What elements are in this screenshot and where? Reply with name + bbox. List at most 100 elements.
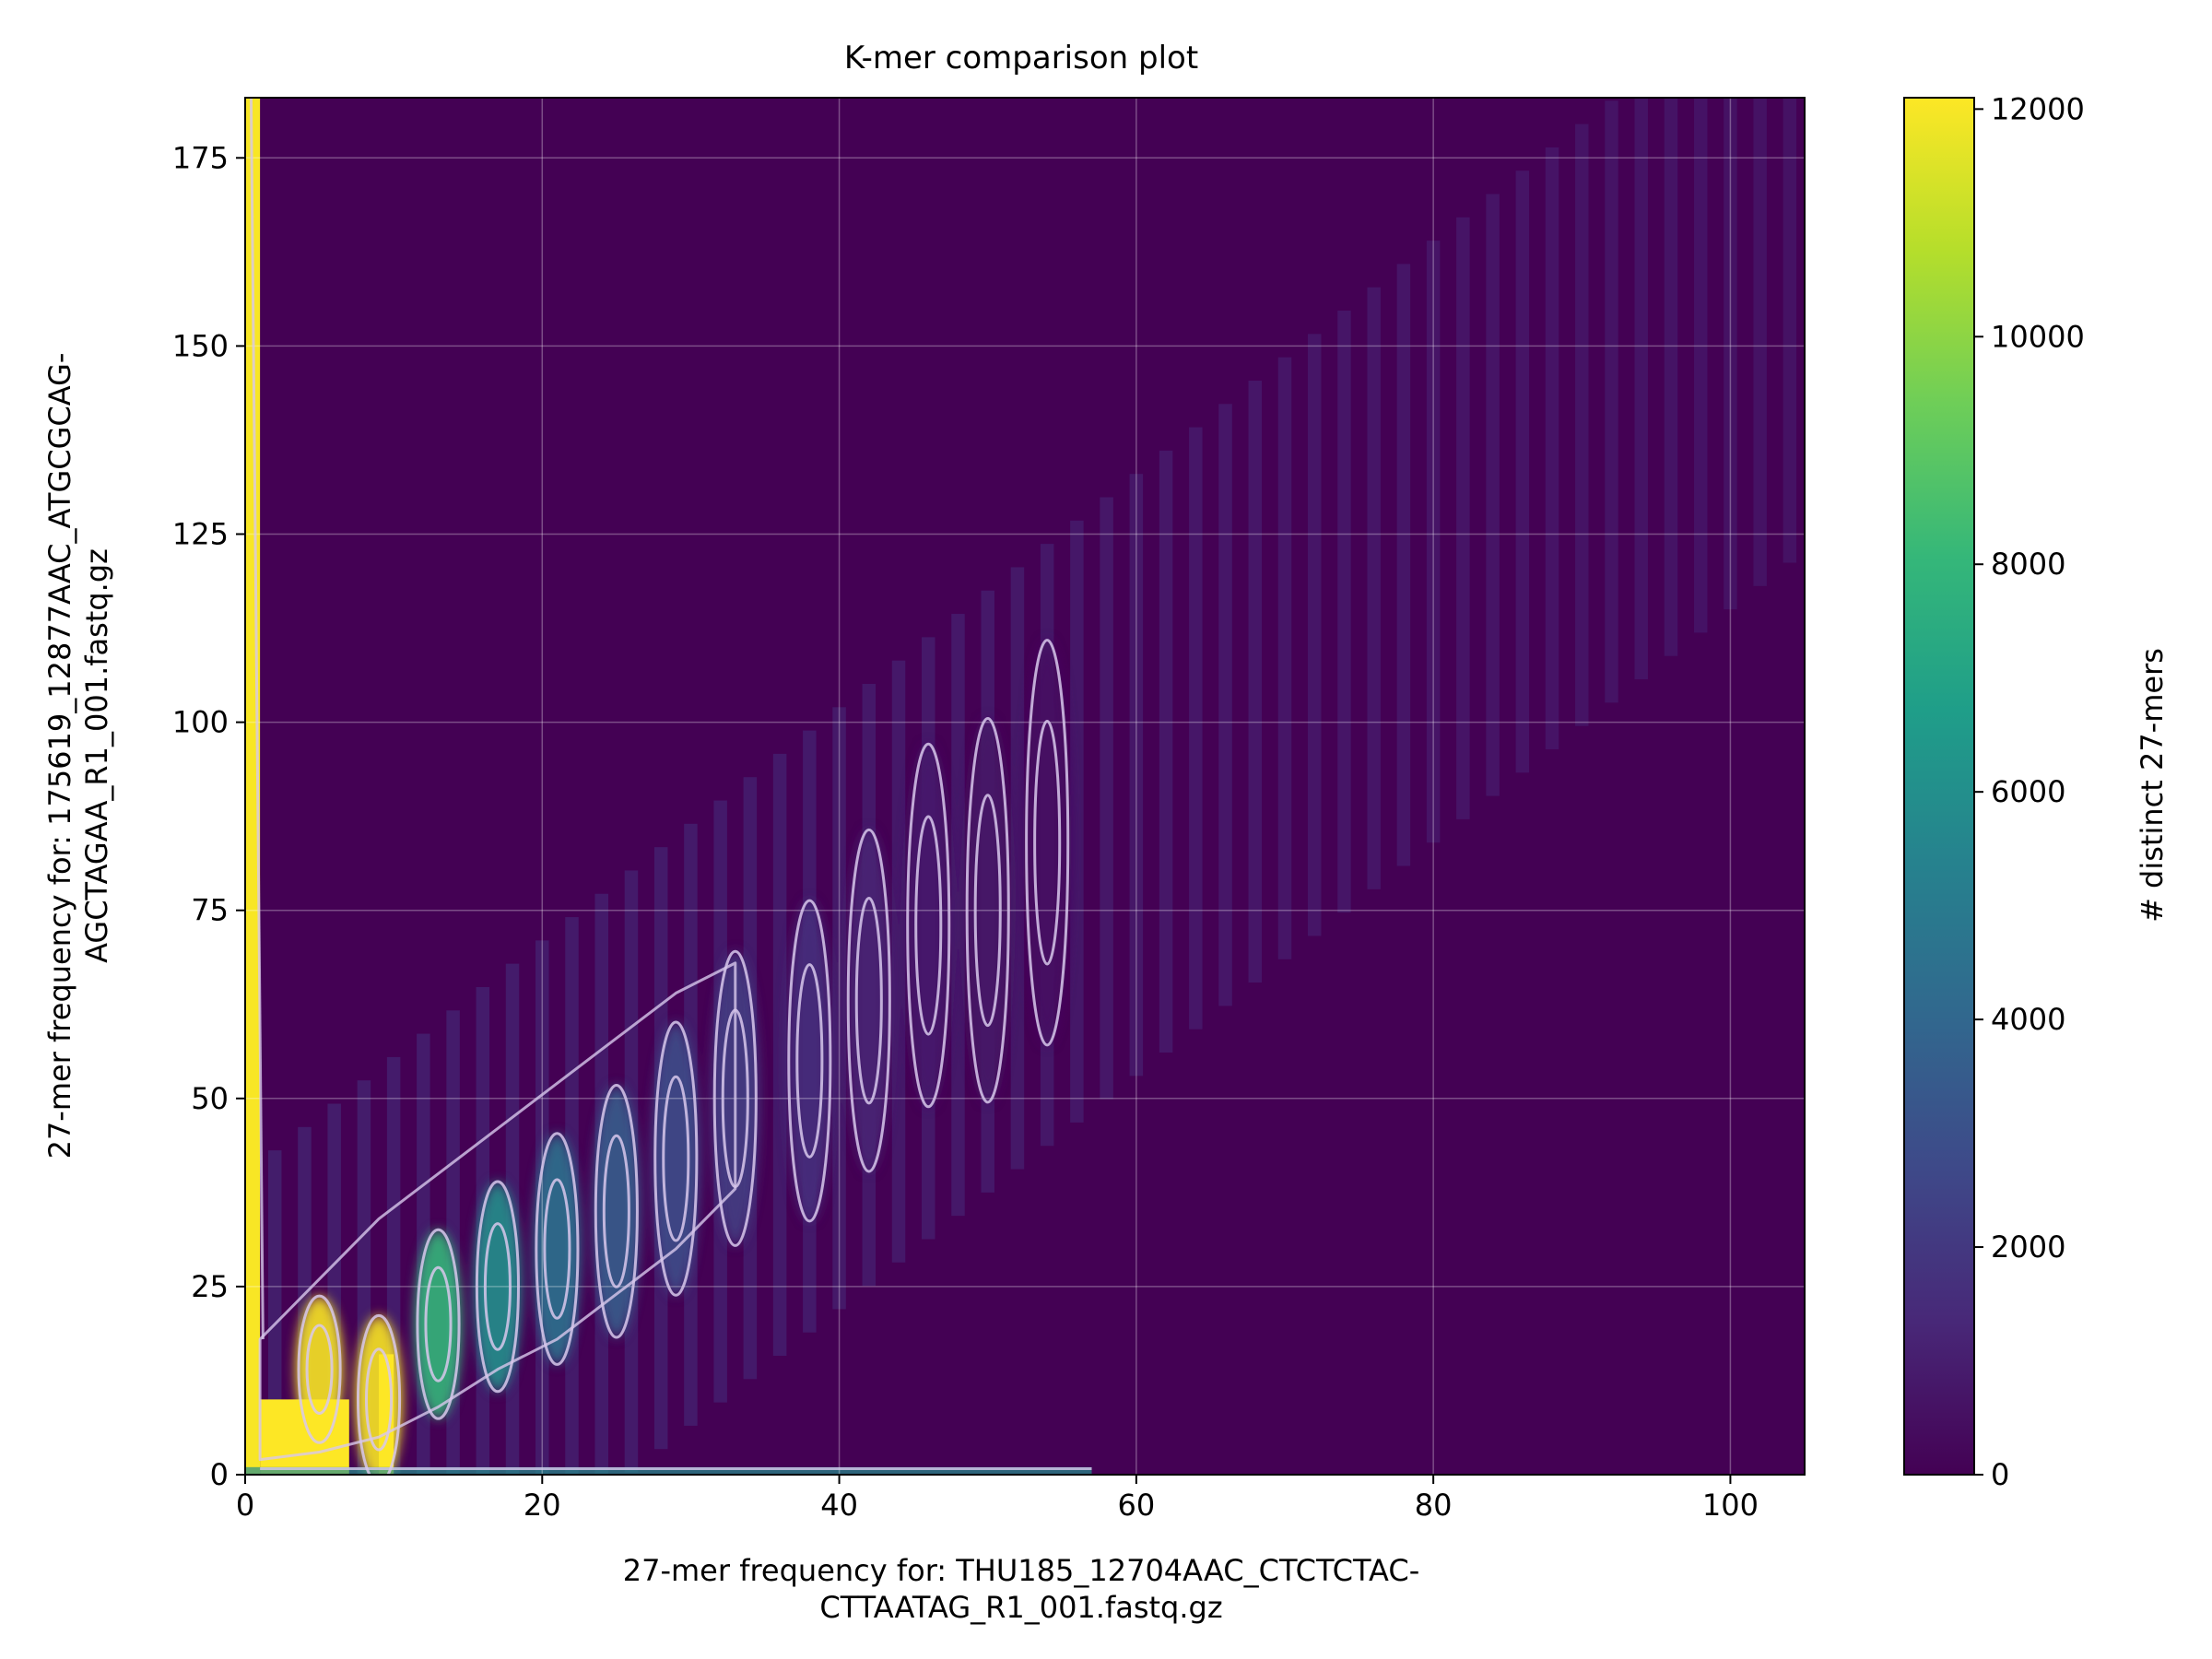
- contour-ring: [973, 794, 1002, 1028]
- stripe: [1426, 241, 1441, 843]
- stripe: [1129, 474, 1144, 1077]
- colorbar-tick-label: 4000: [1991, 1002, 2065, 1037]
- y-tick-label: 25: [191, 1269, 229, 1304]
- stripe: [1783, 98, 1797, 563]
- y-tick-label: 125: [172, 517, 229, 552]
- bottom-edge-band: [245, 1466, 1092, 1475]
- plot-area: [245, 98, 1805, 1475]
- x-axis-label-line-2: CTTAATAG_R1_001.fastq.gz: [819, 1590, 1222, 1625]
- stripe: [267, 1150, 282, 1475]
- stripe: [891, 660, 906, 1263]
- stripe: [1307, 334, 1322, 936]
- stripe: [1367, 287, 1381, 889]
- x-tick-label: 100: [1702, 1488, 1759, 1523]
- stripe: [1575, 124, 1589, 726]
- contour-ring: [914, 815, 943, 1036]
- density-peak: [904, 744, 953, 1107]
- stripe: [1100, 497, 1113, 1100]
- stripe: [1010, 567, 1025, 1170]
- y-axis-label-line-1: 27-mer frequency for: 175619_12877AAC_AT…: [42, 353, 77, 1159]
- low-frequency-block: [260, 1399, 349, 1475]
- contour-ring: [416, 1228, 461, 1420]
- y-tick-label: 150: [172, 328, 229, 363]
- x-axis: 0 20 40 60 80 100: [236, 1475, 1759, 1523]
- colorbar-tick-label: 12000: [1991, 91, 2085, 126]
- stripe: [1337, 311, 1351, 913]
- y-tick-label: 0: [210, 1457, 229, 1492]
- colorbar-tick-label: 8000: [1991, 547, 2065, 582]
- contour-ring: [787, 899, 832, 1223]
- stripe: [1545, 147, 1559, 749]
- colorbar-ticks: 0 2000 4000 6000 8000 10000 12000: [1974, 91, 2085, 1492]
- stripe: [1456, 217, 1470, 819]
- stripe: [1218, 404, 1232, 1006]
- colorbar: 0 2000 4000 6000 8000 10000 12000 # distinct 2…: [1903, 91, 2170, 1492]
- contour-ring: [795, 963, 824, 1159]
- density-peak: [1023, 640, 1071, 1045]
- stripe: [1189, 427, 1203, 1030]
- contour-ring: [906, 742, 951, 1109]
- density-peak: [593, 1085, 641, 1338]
- contour-ring: [594, 1084, 639, 1339]
- density-peak: [652, 1021, 700, 1296]
- plot-frame: [244, 97, 1806, 1476]
- stripe: [832, 707, 846, 1310]
- grid: [245, 98, 1805, 1475]
- contour-ring: [1033, 719, 1062, 966]
- y-tick-label: 175: [172, 140, 229, 175]
- chart-title: K-mer comparison plot: [844, 40, 1198, 76]
- x-axis-label-line-1: 27-mer frequency for: THU185_12704AAC_CT…: [623, 1553, 1420, 1588]
- stripe: [1753, 98, 1767, 586]
- contour-ring: [846, 828, 891, 1173]
- contour-ring: [1025, 639, 1070, 1047]
- contour-ring: [602, 1134, 630, 1288]
- contour-ring: [297, 1294, 342, 1444]
- stripe: [1605, 100, 1618, 703]
- contour-ring: [712, 949, 758, 1247]
- stripe: [1159, 450, 1173, 1053]
- stripe: [1724, 98, 1737, 610]
- density-peak: [785, 900, 834, 1221]
- y-axis: 0 25 50 75 100 125 150 175: [172, 140, 245, 1492]
- x-tick-label: 20: [524, 1488, 561, 1523]
- contour-ring: [364, 1347, 394, 1452]
- colorbar-label: # distinct 27-mers: [2135, 648, 2170, 923]
- y-tick-label: 50: [191, 1081, 229, 1116]
- x-tick-label: 80: [1415, 1488, 1453, 1523]
- contour-envelope: [258, 961, 737, 1462]
- density-peak: [963, 718, 1012, 1102]
- contour-ring: [543, 1178, 571, 1320]
- stripe: [1693, 98, 1708, 633]
- stripe: [1664, 98, 1678, 656]
- x-tick-label: 0: [236, 1488, 254, 1523]
- contour-ring: [662, 1075, 690, 1242]
- contour-ring: [965, 717, 1010, 1104]
- contour-ring: [483, 1222, 512, 1351]
- edge-bands: [245, 98, 1092, 1475]
- colorbar-tick-label: 0: [1991, 1457, 2009, 1492]
- contour-ring: [854, 896, 883, 1105]
- y-tick-label: 100: [172, 705, 229, 740]
- colorbar-tick-label: 6000: [1991, 774, 2065, 809]
- contour-ring: [653, 1020, 699, 1297]
- left-edge-band: [245, 98, 261, 1475]
- stripe: [1634, 98, 1648, 680]
- y-tick-label: 75: [191, 893, 229, 928]
- contour-ring: [356, 1313, 402, 1475]
- density-peak: [533, 1133, 582, 1365]
- contour-lines: [249, 98, 1092, 1475]
- contour-ring: [305, 1324, 334, 1415]
- colorbar-tick-label: 2000: [1991, 1230, 2065, 1265]
- density-peak: [414, 1230, 463, 1419]
- contour-ring: [424, 1265, 453, 1382]
- density-peaks: [295, 640, 1071, 1475]
- colorbar-tick-label: 10000: [1991, 319, 2085, 354]
- stripe: [951, 614, 965, 1217]
- stripe: [1486, 194, 1500, 796]
- colorbar-bar: [1903, 97, 1975, 1476]
- density-peak: [845, 830, 893, 1171]
- y-axis-label-line-2: AGCTAGAA_R1_001.fastq.gz: [79, 548, 114, 963]
- x-tick-label: 40: [820, 1488, 858, 1523]
- stripe: [1070, 520, 1084, 1123]
